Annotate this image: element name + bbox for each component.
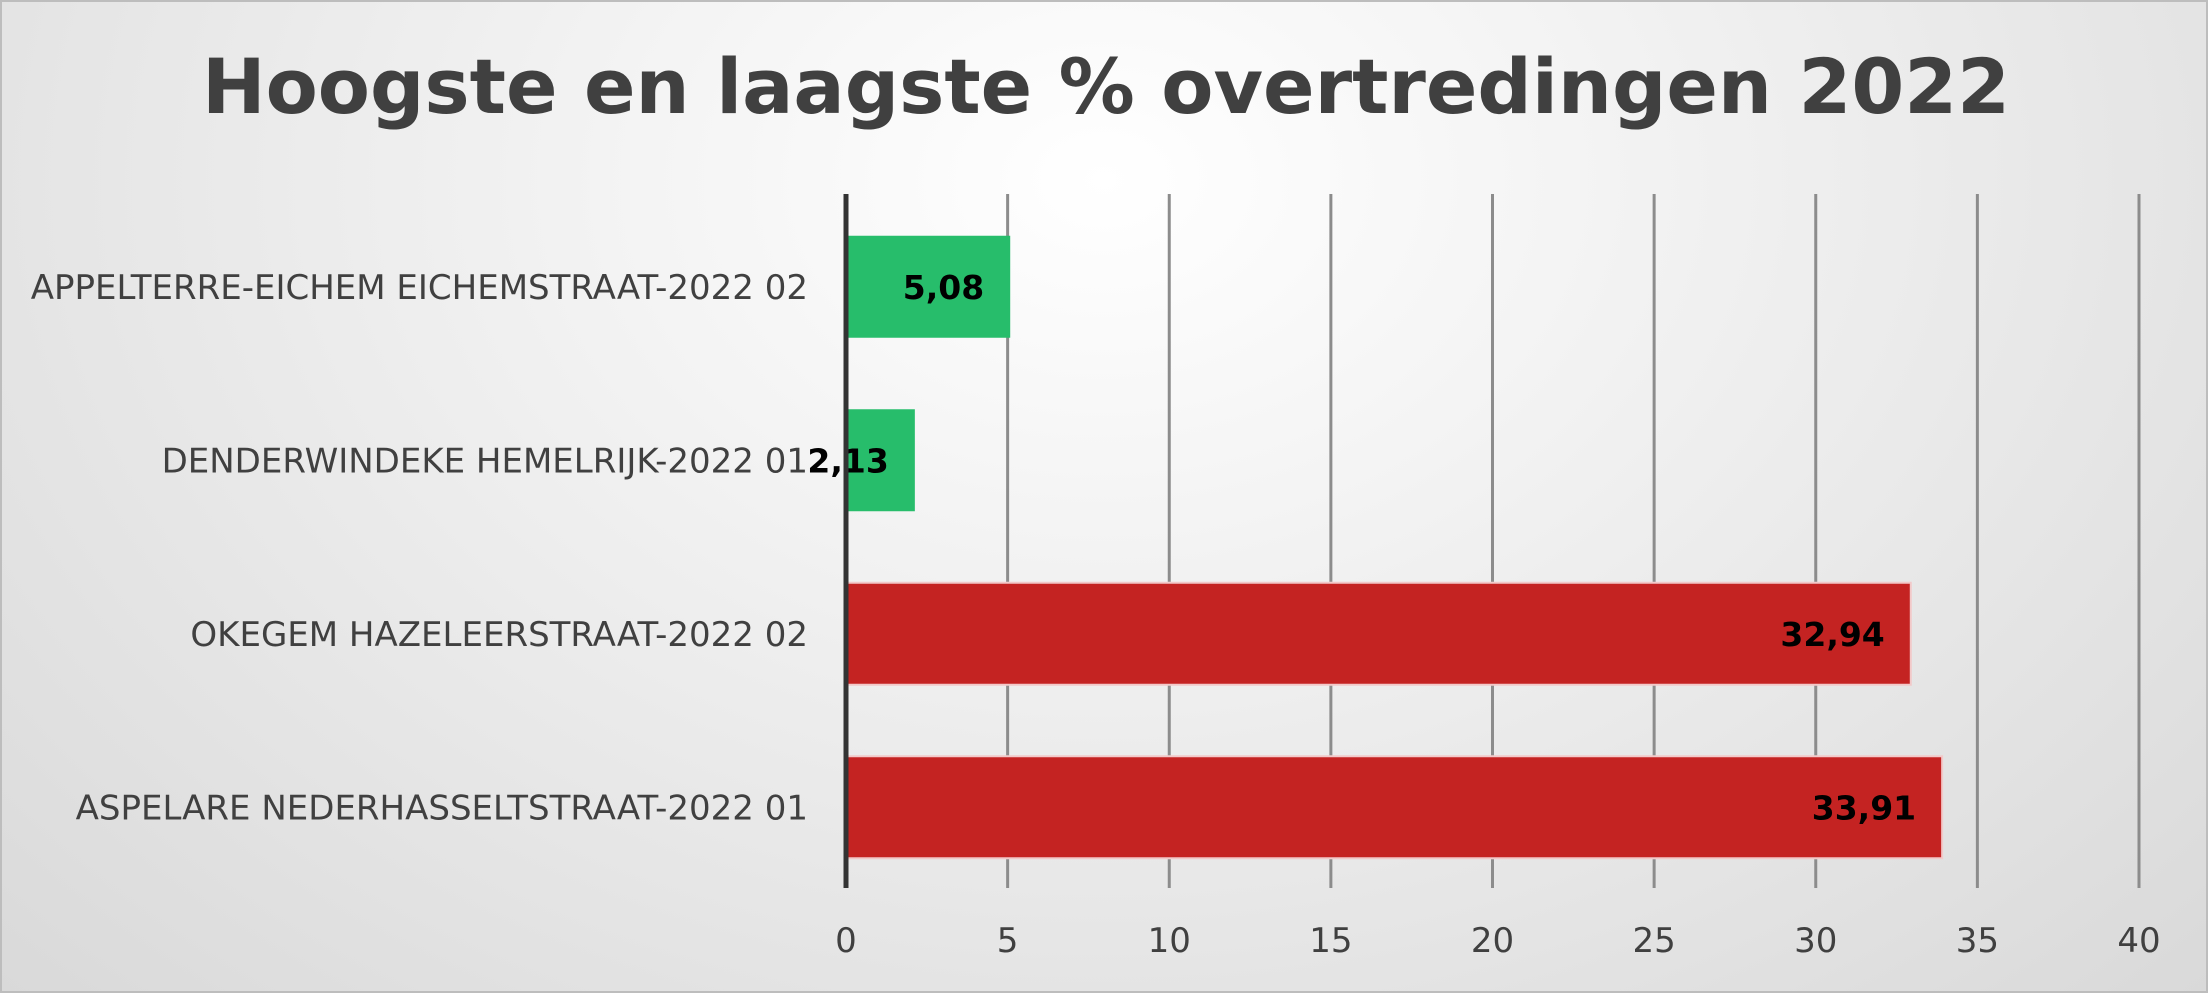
data-label: 32,94 bbox=[1780, 615, 1884, 654]
x-tick-label: 10 bbox=[1148, 921, 1191, 961]
x-tick-label: 30 bbox=[1794, 921, 1837, 961]
x-tick-label: 15 bbox=[1309, 921, 1352, 961]
bar bbox=[845, 755, 1944, 860]
chart-title: Hoogste en laagste % overtredingen 2022 bbox=[201, 42, 2011, 131]
x-tick-label: 40 bbox=[2117, 921, 2160, 961]
bar bbox=[845, 581, 1912, 686]
x-tick-label: 0 bbox=[835, 921, 857, 961]
bar bbox=[846, 235, 1011, 338]
category-label: APPELTERRE-EICHEM EICHEMSTRAAT-2022 02 bbox=[31, 268, 808, 308]
x-tick-label: 5 bbox=[997, 921, 1019, 961]
category-label: OKEGEM HAZELEERSTRAAT-2022 02 bbox=[190, 615, 808, 655]
category-label: ASPELARE NEDERHASSELTSTRAAT-2022 01 bbox=[76, 788, 808, 828]
x-tick-label: 35 bbox=[1956, 921, 1999, 961]
x-tick-label: 25 bbox=[1632, 921, 1675, 961]
bar bbox=[846, 409, 915, 512]
data-label: 5,08 bbox=[903, 268, 984, 307]
x-tick-label: 20 bbox=[1471, 921, 1514, 961]
data-label: 33,91 bbox=[1812, 788, 1916, 827]
category-label: DENDERWINDEKE HEMELRIJK-2022 01 bbox=[162, 441, 808, 481]
